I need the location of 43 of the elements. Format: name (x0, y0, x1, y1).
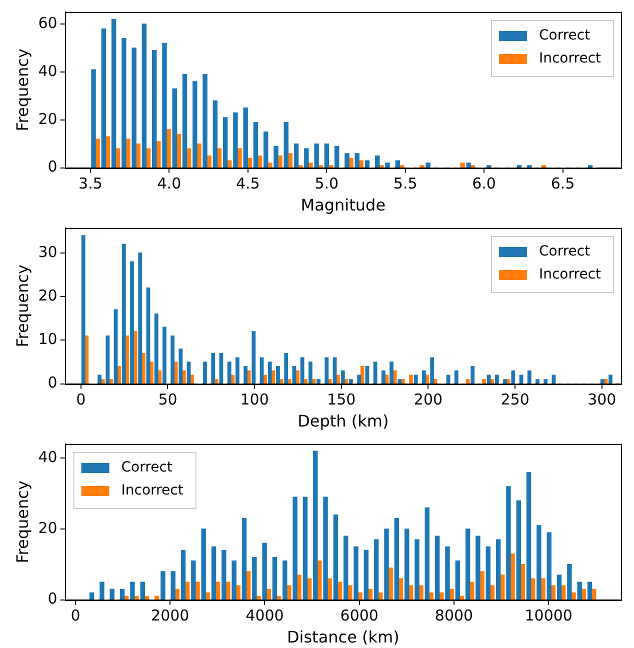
y-tick-label: 10 (38, 330, 58, 348)
x-tick-label: 5.5 (393, 174, 418, 193)
legend-label: Correct (121, 460, 173, 476)
x-tick-label: 250 (500, 390, 530, 409)
legend-label: Incorrect (538, 266, 602, 283)
y-axis-title: Frequency (12, 480, 32, 564)
y-tick-label: 30 (38, 242, 58, 261)
x-tick-label: 4.0 (157, 174, 182, 193)
y-tick-label: 40 (38, 62, 58, 80)
x-tick-label: 8000 (434, 606, 474, 625)
y-tick-label: 20 (38, 110, 58, 128)
y-tick-label: 60 (38, 14, 58, 32)
x-tick-label: 6.0 (472, 174, 496, 193)
x-axis-title: Distance (km) (286, 628, 400, 647)
y-axis-title: Frequency (12, 264, 32, 348)
y-tick-label: 20 (38, 286, 58, 304)
x-tick-label: 100 (240, 390, 269, 409)
x-tick-label: 200 (414, 390, 443, 409)
x-tick-label: 5.0 (314, 174, 339, 193)
y-tick-label: 20 (38, 518, 58, 537)
y-tick-label: 0 (48, 590, 58, 608)
x-tick-label: 4.5 (236, 174, 260, 193)
x-tick-label: 300 (588, 390, 616, 409)
x-tick-label: 50 (158, 390, 178, 409)
x-tick-label: 0 (76, 390, 86, 409)
legend-label: Correct (538, 244, 591, 260)
y-tick-label: 0 (48, 158, 58, 176)
y-axis-title: Frequency (12, 48, 32, 132)
x-tick-label: 2000 (151, 606, 190, 625)
legend-label: Correct (538, 28, 591, 44)
x-tick-label: 150 (327, 390, 356, 409)
x-tick-label: 10000 (524, 606, 572, 625)
x-tick-label: 4000 (246, 606, 284, 625)
x-tick-label: 6000 (340, 606, 378, 625)
x-tick-label: 6.5 (550, 174, 575, 193)
y-tick-label: 40 (38, 448, 58, 466)
x-axis-title: Magnitude (300, 196, 386, 215)
x-tick-label: 0 (70, 606, 80, 625)
y-tick-label: 0 (48, 374, 58, 392)
legend-label: Incorrect (121, 482, 184, 499)
legend-label: Incorrect (538, 50, 602, 67)
x-axis-title: Depth (km) (298, 412, 389, 431)
x-tick-label: 3.5 (78, 174, 102, 193)
